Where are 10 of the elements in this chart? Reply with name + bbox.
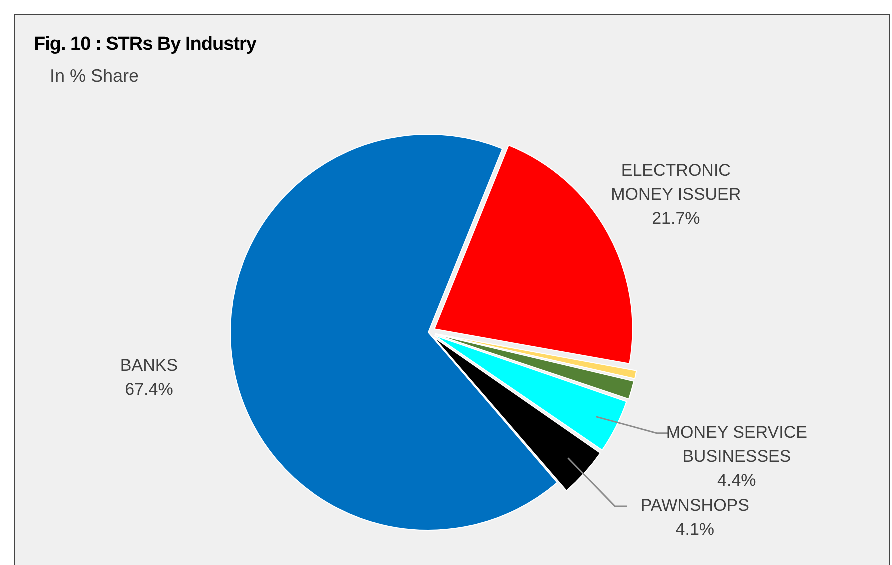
slice-label: MONEY SERVICE BUSINESSES: [666, 423, 808, 466]
chart-subtitle: In % Share: [50, 66, 140, 87]
data-label: 21.7%: [652, 209, 700, 228]
slice-label: ELECTRONIC MONEY ISSUER: [611, 161, 742, 204]
slice-label: BANKS: [120, 356, 178, 376]
chart-title: Fig. 10 : STRs By Industry: [34, 34, 256, 56]
data-label: 67.4%: [125, 380, 174, 400]
data-label: 4.1%: [676, 520, 715, 540]
data-label: 4.4%: [718, 471, 756, 490]
slice-label: PAWNSHOPS: [640, 496, 750, 516]
